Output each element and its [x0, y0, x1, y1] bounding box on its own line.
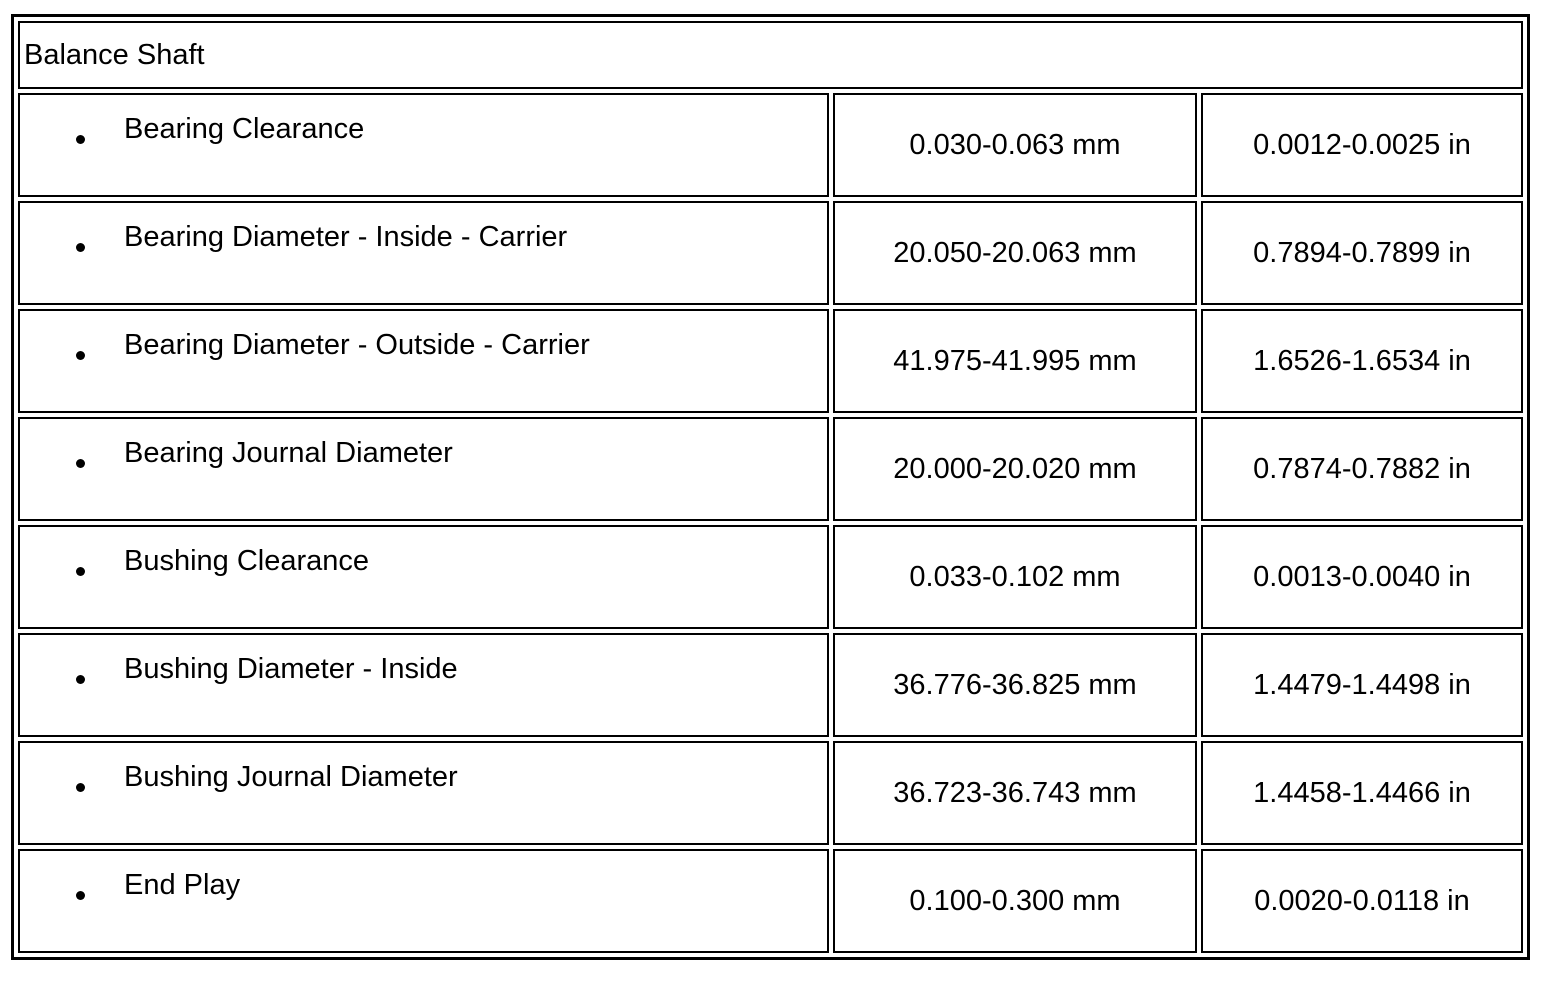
metric-value: 0.030-0.063 mm — [833, 93, 1197, 197]
bullet-icon — [76, 783, 85, 792]
imperial-value: 0.0020-0.0118 in — [1201, 849, 1523, 953]
bullet-icon — [76, 351, 85, 360]
bullet-icon — [76, 135, 85, 144]
metric-value: 20.000-20.020 mm — [833, 417, 1197, 521]
imperial-value: 1.6526-1.6534 in — [1201, 309, 1523, 413]
spec-name-cell: Bearing Journal Diameter — [18, 417, 829, 521]
spec-name: Bushing Clearance — [124, 545, 370, 577]
imperial-value: 0.7874-0.7882 in — [1201, 417, 1523, 521]
imperial-value: 0.0013-0.0040 in — [1201, 525, 1523, 629]
table-row: Bearing Diameter - Outside - Carrier 41.9… — [18, 309, 1523, 413]
spec-name-cell: Bushing Clearance — [18, 525, 829, 629]
spec-name-cell: Bearing Clearance — [18, 93, 829, 197]
bullet-icon — [76, 243, 85, 252]
table-row: Bushing Clearance 0.033-0.102 mm 0.0013-0.… — [18, 525, 1523, 629]
bullet-icon — [76, 459, 85, 468]
bullet-icon — [76, 567, 85, 576]
imperial-value: 0.0012-0.0025 in — [1201, 93, 1523, 197]
table-row: Bearing Clearance 0.030-0.063 mm 0.0012-0.… — [18, 93, 1523, 197]
metric-value: 36.776-36.825 mm — [833, 633, 1197, 737]
metric-value: 0.033-0.102 mm — [833, 525, 1197, 629]
metric-value: 20.050-20.063 mm — [833, 201, 1197, 305]
table-row: Bearing Diameter - Inside - Carrier 20.05… — [18, 201, 1523, 305]
table-row: Bushing Journal Diameter 36.723-36.743 mm… — [18, 741, 1523, 845]
imperial-value: 1.4479-1.4498 in — [1201, 633, 1523, 737]
spec-name-cell: Bearing Diameter - Inside - Carrier — [18, 201, 829, 305]
spec-name: Bearing Diameter - Outside - Carrier — [124, 329, 590, 361]
title-row: Balance Shaft — [18, 21, 1523, 89]
spec-name: Bearing Diameter - Inside - Carrier — [124, 221, 568, 253]
metric-value: 0.100-0.300 mm — [833, 849, 1197, 953]
imperial-value: 0.7894-0.7899 in — [1201, 201, 1523, 305]
imperial-value: 1.4458-1.4466 in — [1201, 741, 1523, 845]
spec-name-cell: End Play — [18, 849, 829, 953]
spec-name: End Play — [124, 869, 241, 901]
metric-value: 36.723-36.743 mm — [833, 741, 1197, 845]
spec-table: Balance Shaft Bearing Clearance 0.030-0.0… — [11, 14, 1530, 960]
spec-name: Bushing Journal Diameter — [124, 761, 458, 793]
spec-name: Bearing Clearance — [124, 113, 365, 145]
spec-name-cell: Bushing Journal Diameter — [18, 741, 829, 845]
spec-name-cell: Bearing Diameter - Outside - Carrier — [18, 309, 829, 413]
spec-name: Bearing Journal Diameter — [124, 437, 453, 469]
table-title: Balance Shaft — [18, 21, 1523, 89]
table-row: Bearing Journal Diameter 20.000-20.020 mm… — [18, 417, 1523, 521]
metric-value: 41.975-41.995 mm — [833, 309, 1197, 413]
table-row: End Play 0.100-0.300 mm 0.0020-0.0118 in — [18, 849, 1523, 953]
spec-name-cell: Bushing Diameter - Inside — [18, 633, 829, 737]
bullet-icon — [76, 675, 85, 684]
bullet-icon — [76, 891, 85, 900]
spec-name: Bushing Diameter - Inside — [124, 653, 458, 685]
table-row: Bushing Diameter - Inside 36.776-36.825 m… — [18, 633, 1523, 737]
